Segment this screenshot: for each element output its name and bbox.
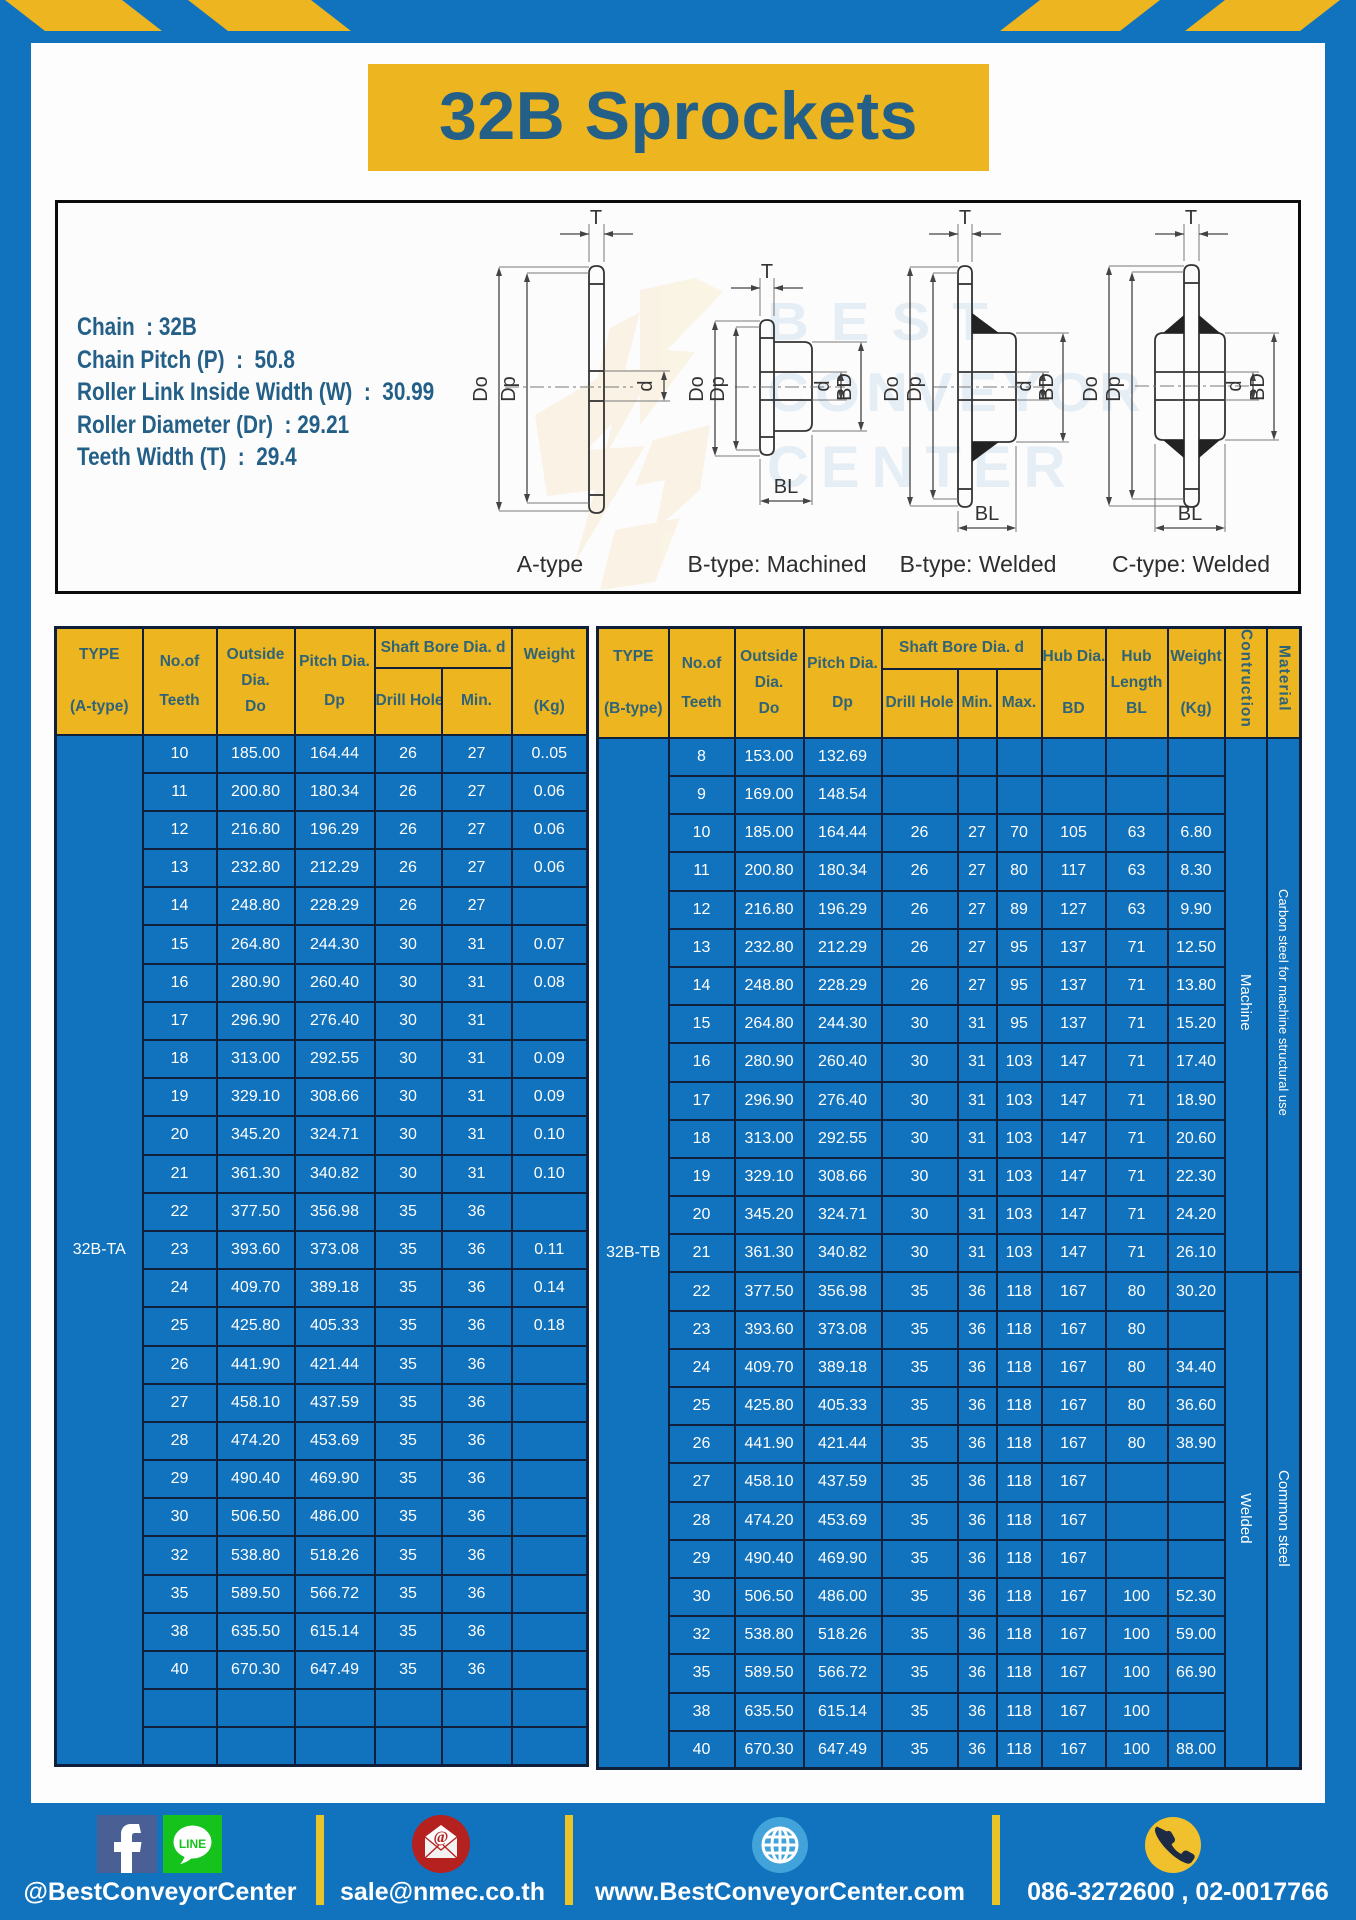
svg-text:BD: BD — [1036, 373, 1058, 401]
svg-text:BL: BL — [1178, 503, 1202, 525]
svg-text:Dp: Dp — [904, 376, 926, 402]
svg-text:d: d — [1224, 380, 1246, 391]
svg-text:Do: Do — [1080, 376, 1102, 402]
svg-text:LINE: LINE — [179, 1837, 206, 1851]
svg-text:d: d — [812, 380, 834, 391]
svg-text:CONVEYOR: CONVEYOR — [767, 361, 1147, 422]
svg-text:@: @ — [434, 1829, 449, 1846]
svg-text:BD: BD — [1247, 373, 1269, 401]
svg-text:BD: BD — [834, 373, 856, 401]
svg-text:T: T — [959, 207, 971, 229]
svg-text:B-type: Welded: B-type: Welded — [900, 551, 1057, 577]
svg-text:Dp: Dp — [1103, 376, 1125, 402]
svg-text:T: T — [590, 207, 602, 229]
svg-text:d: d — [1014, 380, 1036, 391]
svg-text:CENTER: CENTER — [767, 435, 1077, 500]
svg-text:C-type: Welded: C-type: Welded — [1112, 551, 1270, 577]
svg-text:Do: Do — [686, 376, 708, 402]
svg-text:BL: BL — [975, 503, 999, 525]
svg-text:T: T — [761, 261, 773, 283]
svg-text:B-type: Machined: B-type: Machined — [688, 551, 867, 577]
svg-text:T: T — [1185, 207, 1197, 229]
svg-text:Do: Do — [881, 376, 903, 402]
svg-text:A-type: A-type — [517, 551, 583, 577]
svg-text:Do: Do — [470, 376, 492, 402]
svg-text:BL: BL — [774, 476, 798, 498]
svg-text:Dp: Dp — [498, 376, 520, 402]
svg-text:d: d — [635, 380, 657, 391]
svg-text:Dp: Dp — [707, 376, 729, 402]
